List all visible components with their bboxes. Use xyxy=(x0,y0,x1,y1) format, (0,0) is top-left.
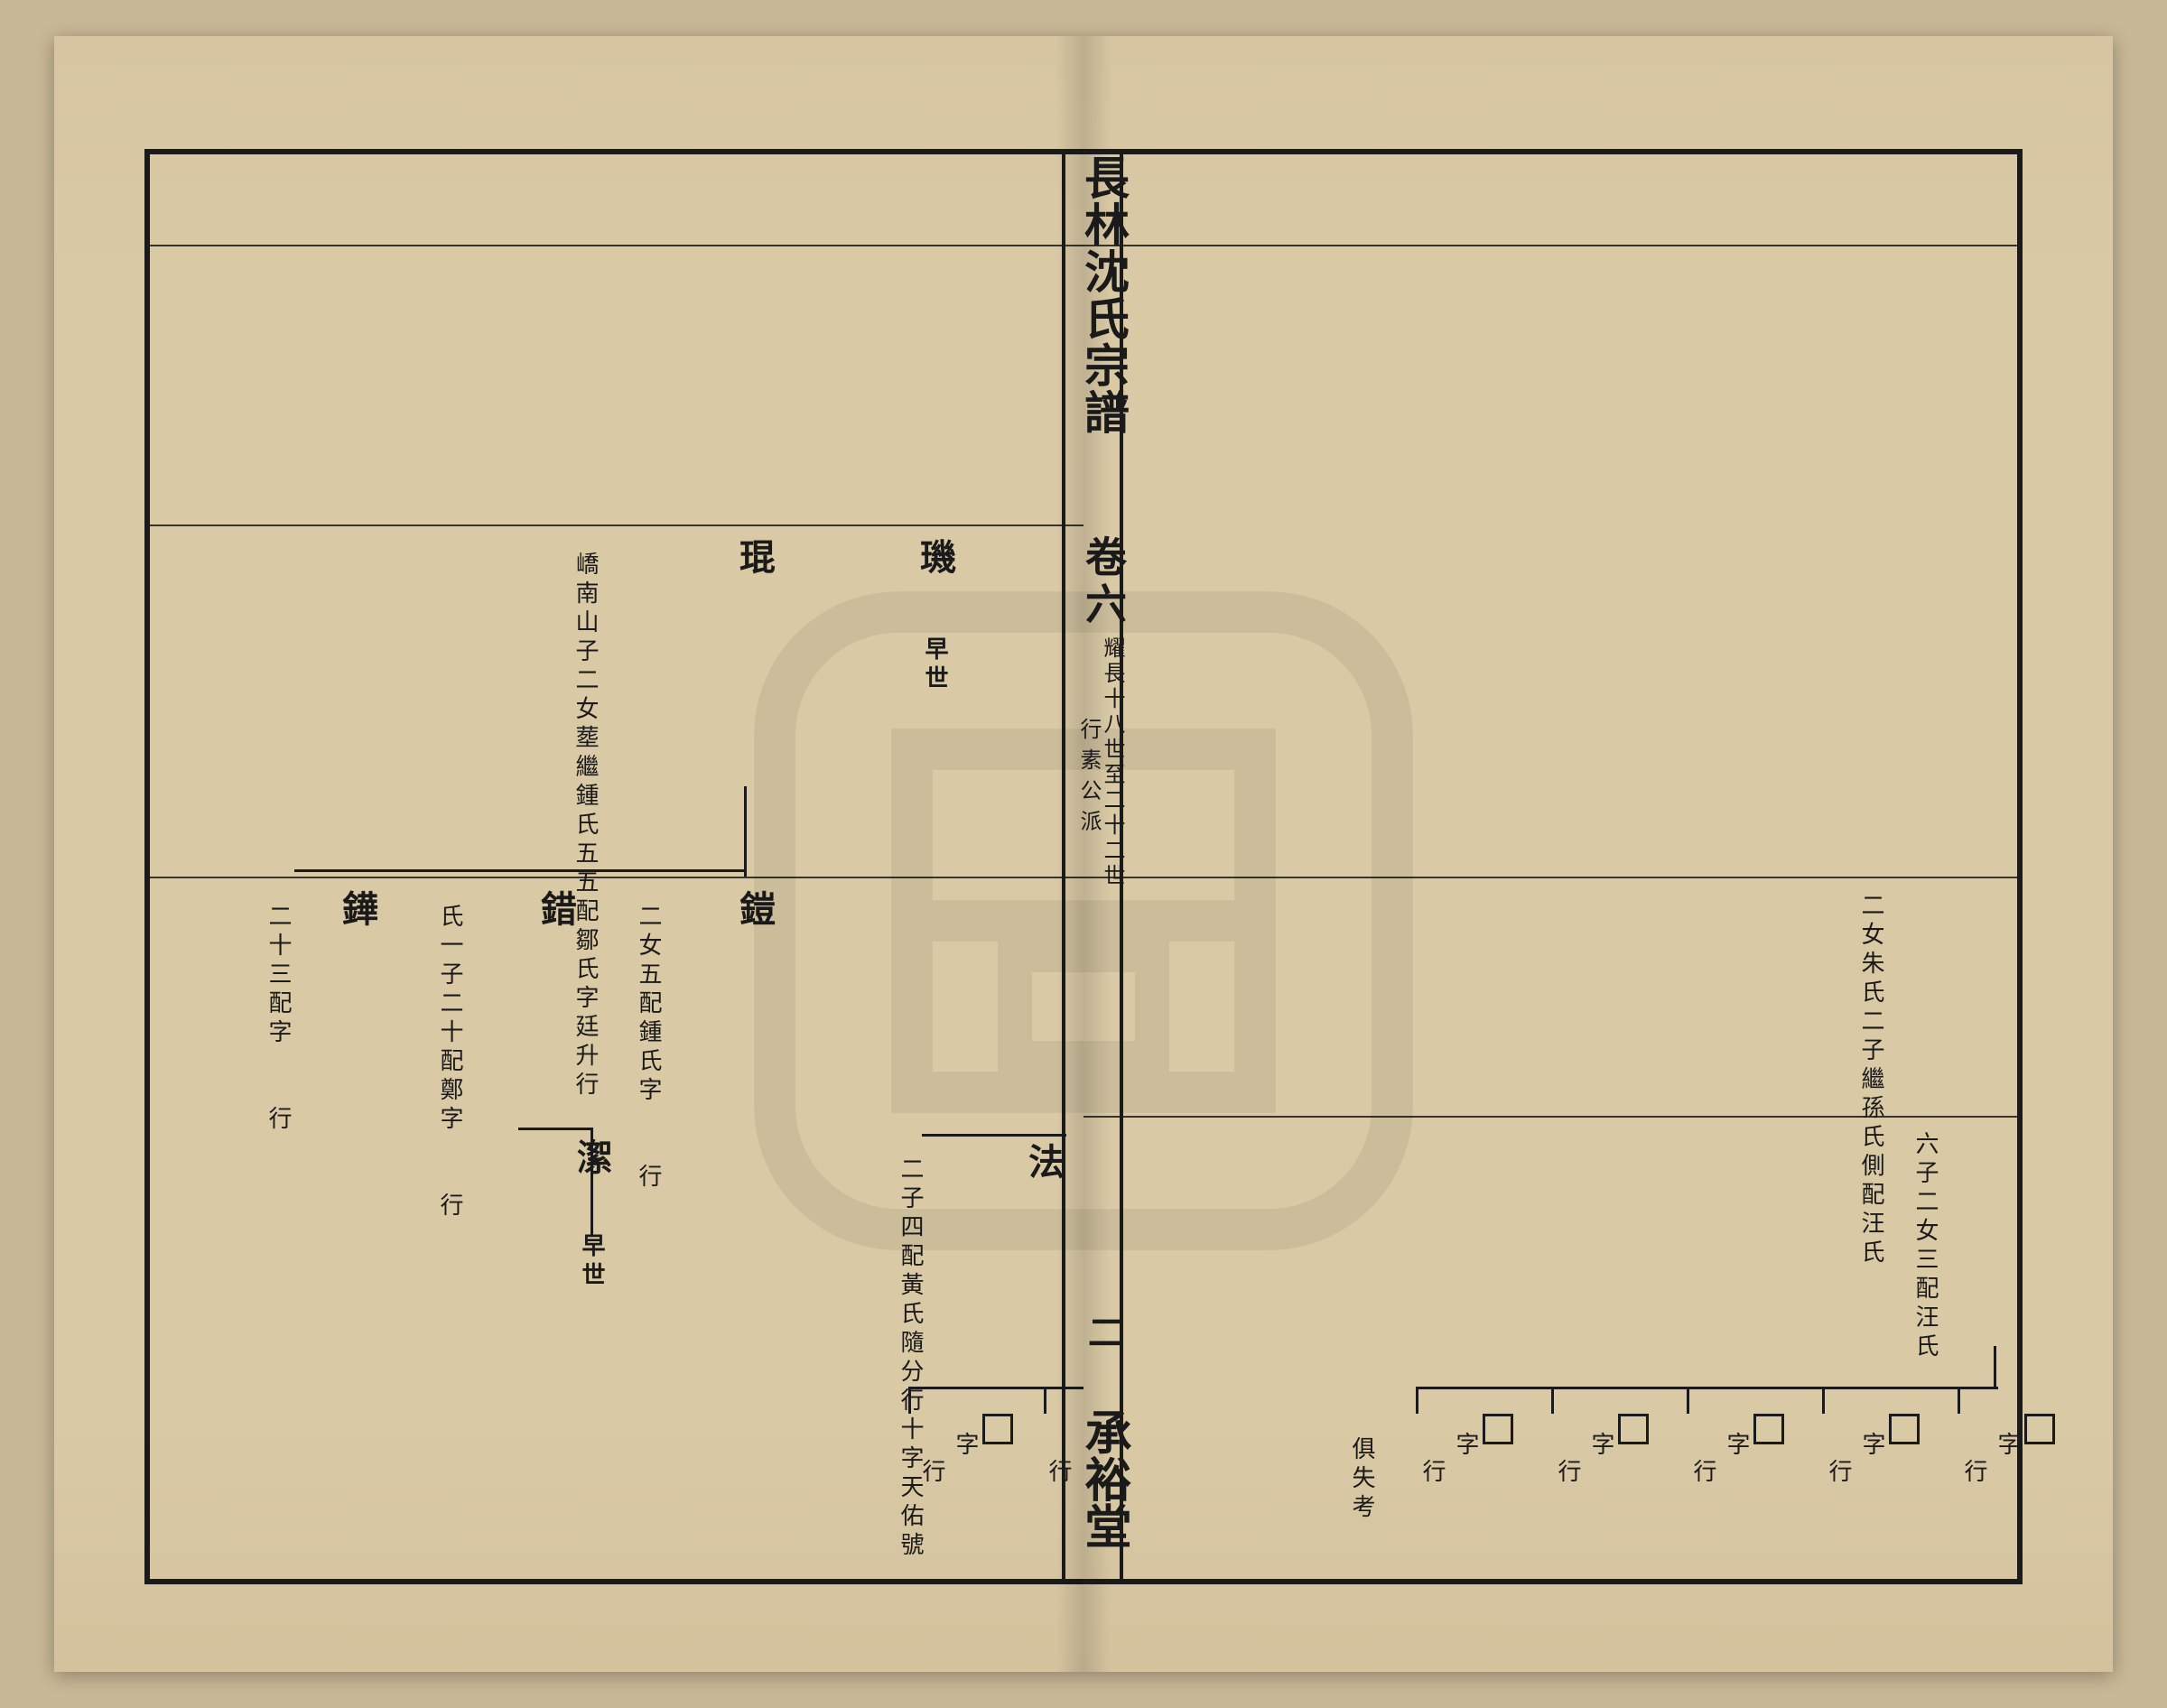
descendant-box: 字行 xyxy=(1958,1414,2055,1488)
gen5-lost-note: 俱失考 xyxy=(1345,1436,1379,1523)
right-gen3-details: 配汪氏繼孫氏側朱氏二子二女 xyxy=(1851,893,1888,1268)
empty-name-box xyxy=(1753,1414,1784,1444)
rule xyxy=(150,245,1084,246)
entry-cuo: 錯 xyxy=(529,890,581,935)
empty-name-box xyxy=(1618,1414,1649,1444)
name: 琨 xyxy=(728,538,780,583)
connector xyxy=(1822,1387,1825,1414)
sub-zi: 字 xyxy=(1585,1432,1618,1488)
name: 錯 xyxy=(529,890,581,935)
name: 璣 xyxy=(915,538,955,583)
kai-details: 字 行五配鍾氏二女 xyxy=(628,904,665,1193)
connector xyxy=(908,1387,911,1414)
connector xyxy=(518,1128,591,1130)
spine-page-number: 二 xyxy=(1076,1313,1129,1355)
descendant-box: 字行 xyxy=(916,1414,1013,1488)
sub-hang: 行 xyxy=(1551,1459,1585,1488)
right-gen4-details: 三配汪氏六子二女 xyxy=(1905,1131,1942,1362)
entry-hua: 鏵 xyxy=(330,890,383,935)
sub-zi: 字 xyxy=(1855,1432,1889,1488)
sub-zi: 字 xyxy=(1449,1432,1483,1488)
sub-hang: 行 xyxy=(1958,1459,1991,1488)
descendant-box: 字行 xyxy=(1687,1414,1784,1488)
book-spread: 璣 早世 琨 字廷升行五配鄒氏繼鍾氏五子二女塟嶠南山 鎧 字 行五配鍾氏二女 錯… xyxy=(54,36,2113,1672)
sub-hang: 行 xyxy=(1822,1459,1855,1488)
rule xyxy=(150,524,1084,526)
rule xyxy=(1084,245,2017,246)
empty-name-box xyxy=(2024,1414,2055,1444)
spine-subtitle2: 行素公派 xyxy=(1073,718,1104,840)
sub-zi: 字 xyxy=(949,1432,982,1488)
name: 鏵 xyxy=(330,890,383,935)
sub-hang: 行 xyxy=(1416,1459,1449,1488)
connector xyxy=(1044,1387,1046,1414)
connector xyxy=(1687,1387,1689,1414)
note: 早世 xyxy=(579,1233,605,1291)
descendant-box: 字行 xyxy=(1416,1414,1513,1488)
empty-name-box xyxy=(982,1414,1013,1444)
connector xyxy=(1416,1387,1418,1414)
descendant-box: 字行 xyxy=(1551,1414,1649,1488)
sub-zi: 字 xyxy=(1720,1432,1753,1488)
entry-kun: 琨 xyxy=(728,538,780,583)
kun-details: 字廷升行五配鄒氏繼鍾氏五子二女塟嶠南山 xyxy=(565,552,602,1100)
empty-name-box xyxy=(1483,1414,1513,1444)
sub-hang: 行 xyxy=(1687,1459,1720,1488)
empty-name-box xyxy=(1889,1414,1920,1444)
sub-zi: 字 xyxy=(1991,1432,2024,1488)
cuo-details: 字 行二十配鄭氏一子 xyxy=(430,904,467,1221)
connector xyxy=(1958,1387,1960,1414)
spine-title: 長林沈氏宗譜 xyxy=(1071,154,1136,436)
sub-hang: 行 xyxy=(916,1459,949,1488)
spine-hall-name: 承裕堂 xyxy=(1069,1408,1137,1549)
center-spine: 長林沈氏宗譜 卷六 耀長十八世至二十二世 行素公派 二 承裕堂 xyxy=(1062,149,1123,1584)
connector xyxy=(1416,1387,1998,1389)
descendant-box: 字行 xyxy=(1822,1414,1920,1488)
text: 俱失考 xyxy=(1349,1436,1375,1523)
connector xyxy=(1551,1387,1554,1414)
hua-details: 字 行二十三配 xyxy=(258,904,295,1135)
spine-volume: 卷六 xyxy=(1073,535,1132,629)
connector xyxy=(294,869,746,872)
connector xyxy=(591,1128,593,1236)
connector xyxy=(908,1387,1084,1389)
connector xyxy=(1994,1346,1996,1387)
